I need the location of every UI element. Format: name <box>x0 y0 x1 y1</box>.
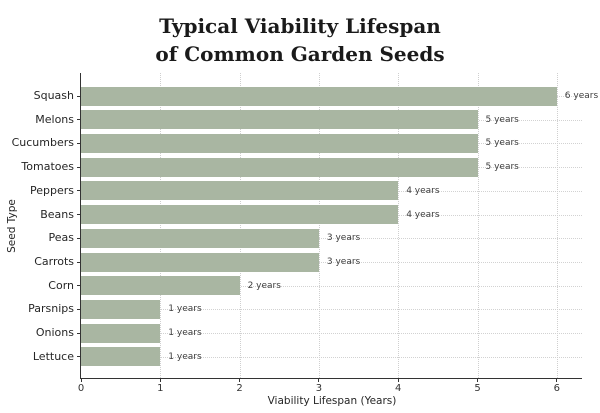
xtick-label-1: 1 <box>157 383 164 394</box>
xtick-label-0: 0 <box>77 383 85 394</box>
ytick-mark-onions <box>77 332 81 334</box>
bar-tomatoes <box>81 157 478 177</box>
xtick-mark-1 <box>159 378 161 382</box>
xtick-label-5: 5 <box>474 383 481 394</box>
gridline-row-carrots <box>81 262 582 264</box>
bar-parsnips <box>81 299 161 319</box>
bar-value-label-peppers: 4 years <box>406 185 440 196</box>
chart-title-line1: Typical Viability Lifespan <box>159 14 441 38</box>
gridline-row-lettuce <box>81 356 582 358</box>
ytick-mark-beans <box>77 214 81 216</box>
gridline-x-3 <box>318 73 320 378</box>
chart-title: Typical Viability Lifespan of Common Gar… <box>0 12 600 68</box>
y-axis-line <box>80 73 82 378</box>
ytick-label-peppers: Peppers <box>30 183 74 197</box>
x-axis-title: Viability Lifespan (Years) <box>267 395 397 407</box>
xtick-mark-4 <box>397 378 399 382</box>
xtick-label-3: 3 <box>315 383 323 394</box>
gridline-x-5 <box>477 73 479 378</box>
gridline-x-6 <box>556 73 558 378</box>
gridline-row-peas <box>81 238 582 240</box>
ytick-mark-corn <box>77 285 81 287</box>
ytick-mark-peas <box>77 237 81 239</box>
ytick-mark-carrots <box>77 261 81 263</box>
gridline-row-onions <box>81 333 582 335</box>
ytick-label-cucumbers: Cucumbers <box>11 136 74 150</box>
gridline-x-1 <box>160 73 162 378</box>
bar-value-label-cucumbers: 5 years <box>485 138 519 149</box>
bar-peppers <box>81 181 399 201</box>
ytick-label-beans: Beans <box>40 207 74 221</box>
bar-onions <box>81 323 161 343</box>
bar-value-label-onions: 1 years <box>168 328 202 339</box>
chart-title-line2: of Common Garden Seeds <box>155 42 445 66</box>
bar-value-label-carrots: 3 years <box>326 257 361 268</box>
ytick-label-corn: Corn <box>48 278 74 292</box>
xtick-mark-6 <box>556 378 558 382</box>
ytick-label-onions: Onions <box>35 326 74 340</box>
ytick-label-peas: Peas <box>48 231 74 245</box>
bar-value-label-lettuce: 1 years <box>168 351 202 362</box>
bar-value-label-tomatoes: 5 years <box>485 162 519 173</box>
gridline-x-4 <box>398 73 400 378</box>
xtick-label-4: 4 <box>395 383 402 394</box>
xtick-mark-2 <box>239 378 241 382</box>
bar-value-label-parsnips: 1 years <box>168 304 202 315</box>
gridline-x-2 <box>239 73 241 378</box>
bar-beans <box>81 205 399 225</box>
bar-melons <box>81 110 478 130</box>
bar-squash <box>81 86 557 106</box>
x-axis-line <box>80 377 582 379</box>
ytick-mark-lettuce <box>77 356 81 358</box>
ytick-label-squash: Squash <box>33 89 74 102</box>
xtick-mark-3 <box>318 378 320 382</box>
bar-value-label-melons: 5 years <box>485 114 519 125</box>
ytick-mark-melons <box>77 119 81 121</box>
ytick-label-parsnips: Parsnips <box>28 302 74 316</box>
ytick-mark-parsnips <box>77 308 81 310</box>
xtick-mark-5 <box>477 378 478 382</box>
bar-corn <box>81 276 240 296</box>
bar-carrots <box>81 252 319 272</box>
ytick-label-melons: Melons <box>35 112 74 126</box>
bar-peas <box>81 228 319 248</box>
bar-value-label-beans: 4 years <box>406 209 440 220</box>
ytick-mark-squash <box>77 95 81 97</box>
xtick-mark-0 <box>80 378 82 382</box>
gridline-row-corn <box>81 285 582 287</box>
ytick-label-lettuce: Lettuce <box>32 349 74 363</box>
xtick-label-6: 6 <box>553 383 560 394</box>
ytick-label-carrots: Carrots <box>34 255 74 269</box>
bar-value-label-squash: 6 years <box>564 91 599 101</box>
xtick-label-2: 2 <box>236 383 243 394</box>
ytick-label-tomatoes: Tomatoes <box>21 160 74 174</box>
ytick-mark-tomatoes <box>77 166 81 168</box>
bar-value-label-peas: 3 years <box>326 233 361 244</box>
bar-lettuce <box>81 347 161 367</box>
bar-cucumbers <box>81 133 478 153</box>
ytick-mark-cucumbers <box>77 142 81 144</box>
bar-value-label-corn: 2 years <box>247 280 281 291</box>
y-axis-title: Seed Type <box>6 199 18 253</box>
ytick-mark-peppers <box>77 190 81 192</box>
gridline-row-parsnips <box>81 309 582 311</box>
